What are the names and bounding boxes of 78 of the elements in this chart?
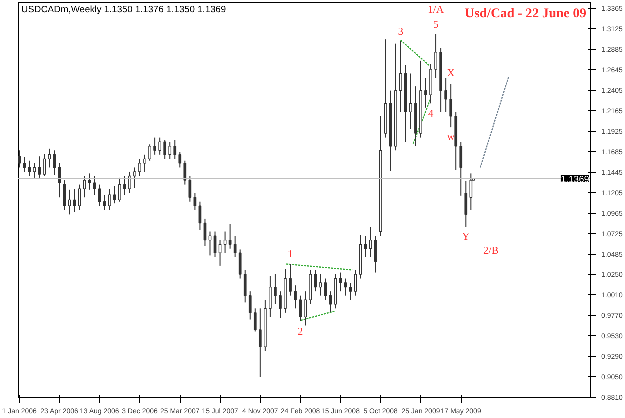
candlestick (399, 40, 402, 113)
candlestick (279, 291, 282, 319)
annotation: X (447, 68, 456, 80)
candlestick (434, 34, 438, 79)
candlestick (174, 140, 177, 160)
ref-line-label: 1.1369 (560, 174, 590, 184)
candlestick (28, 160, 32, 177)
annotation: 1 (288, 250, 294, 261)
candlestick (299, 295, 302, 322)
candlestick (410, 73, 412, 130)
annotation: 2 (298, 326, 304, 338)
candlestick (23, 156, 26, 172)
candlestick (450, 83, 453, 128)
candlestick (224, 231, 227, 254)
candlestick (244, 270, 247, 304)
candlestick (424, 78, 428, 108)
candlestick (258, 308, 262, 378)
candlestick (214, 231, 217, 258)
candlestick (134, 167, 136, 189)
chart-title: USDCADm,Weekly 1.1350 1.1376 1.1350 1.1369 (22, 4, 226, 14)
candlestick (103, 194, 106, 211)
candlestick (349, 282, 352, 301)
candlestick (274, 274, 277, 305)
candlestick (344, 278, 348, 296)
candlestick (158, 137, 162, 156)
candlestick (364, 236, 368, 258)
candlestick (208, 231, 212, 256)
candlestick (289, 264, 292, 296)
candlestick (304, 291, 307, 326)
candlestick (228, 224, 232, 250)
candlestick (33, 162, 36, 178)
candlestick (470, 173, 473, 211)
candlestick (148, 144, 152, 162)
candlestick (118, 177, 122, 202)
candlestick (113, 186, 116, 204)
candlestick (128, 171, 132, 194)
annotation: 3 (398, 26, 404, 38)
candlestick (18, 150, 21, 168)
candlestick (464, 180, 468, 228)
candlestick (48, 148, 52, 168)
annotation: Y (462, 232, 470, 244)
candlestick (269, 276, 272, 318)
candlestick (43, 154, 46, 177)
annotation: 4 (428, 109, 434, 120)
candlestick (38, 156, 42, 178)
candlestick (248, 291, 252, 320)
candlestick (444, 78, 448, 113)
candlestick (124, 176, 126, 196)
candlestick (460, 142, 463, 196)
candlestick (314, 270, 318, 292)
candlestick (319, 274, 322, 296)
candlestick (168, 142, 172, 160)
candlestick (108, 188, 112, 211)
candlestick (83, 176, 86, 198)
candlestick (164, 140, 167, 160)
candlestick (78, 184, 82, 211)
candlestick (218, 240, 222, 266)
annotation: 2/B (483, 246, 499, 258)
candlestick (329, 291, 332, 313)
candlestick (238, 249, 242, 280)
candlestick (294, 285, 297, 310)
candlestick (178, 152, 182, 168)
candlestick (184, 160, 187, 186)
annotation: 1/A (428, 4, 444, 16)
candlestick (339, 272, 342, 292)
candlestick (354, 270, 358, 296)
annotation: 5 (433, 20, 439, 31)
annotation: Usd/Cad - 22 June 09 (465, 6, 587, 20)
candlestick (93, 176, 96, 196)
candlestick (138, 158, 142, 177)
candlestick (234, 236, 237, 258)
candlestick (254, 308, 257, 332)
candlestick (188, 176, 192, 202)
candlestick (324, 278, 328, 301)
candlestick (88, 173, 92, 190)
candlestick (144, 154, 146, 172)
candlestick (98, 184, 102, 207)
candlestick (154, 137, 156, 156)
